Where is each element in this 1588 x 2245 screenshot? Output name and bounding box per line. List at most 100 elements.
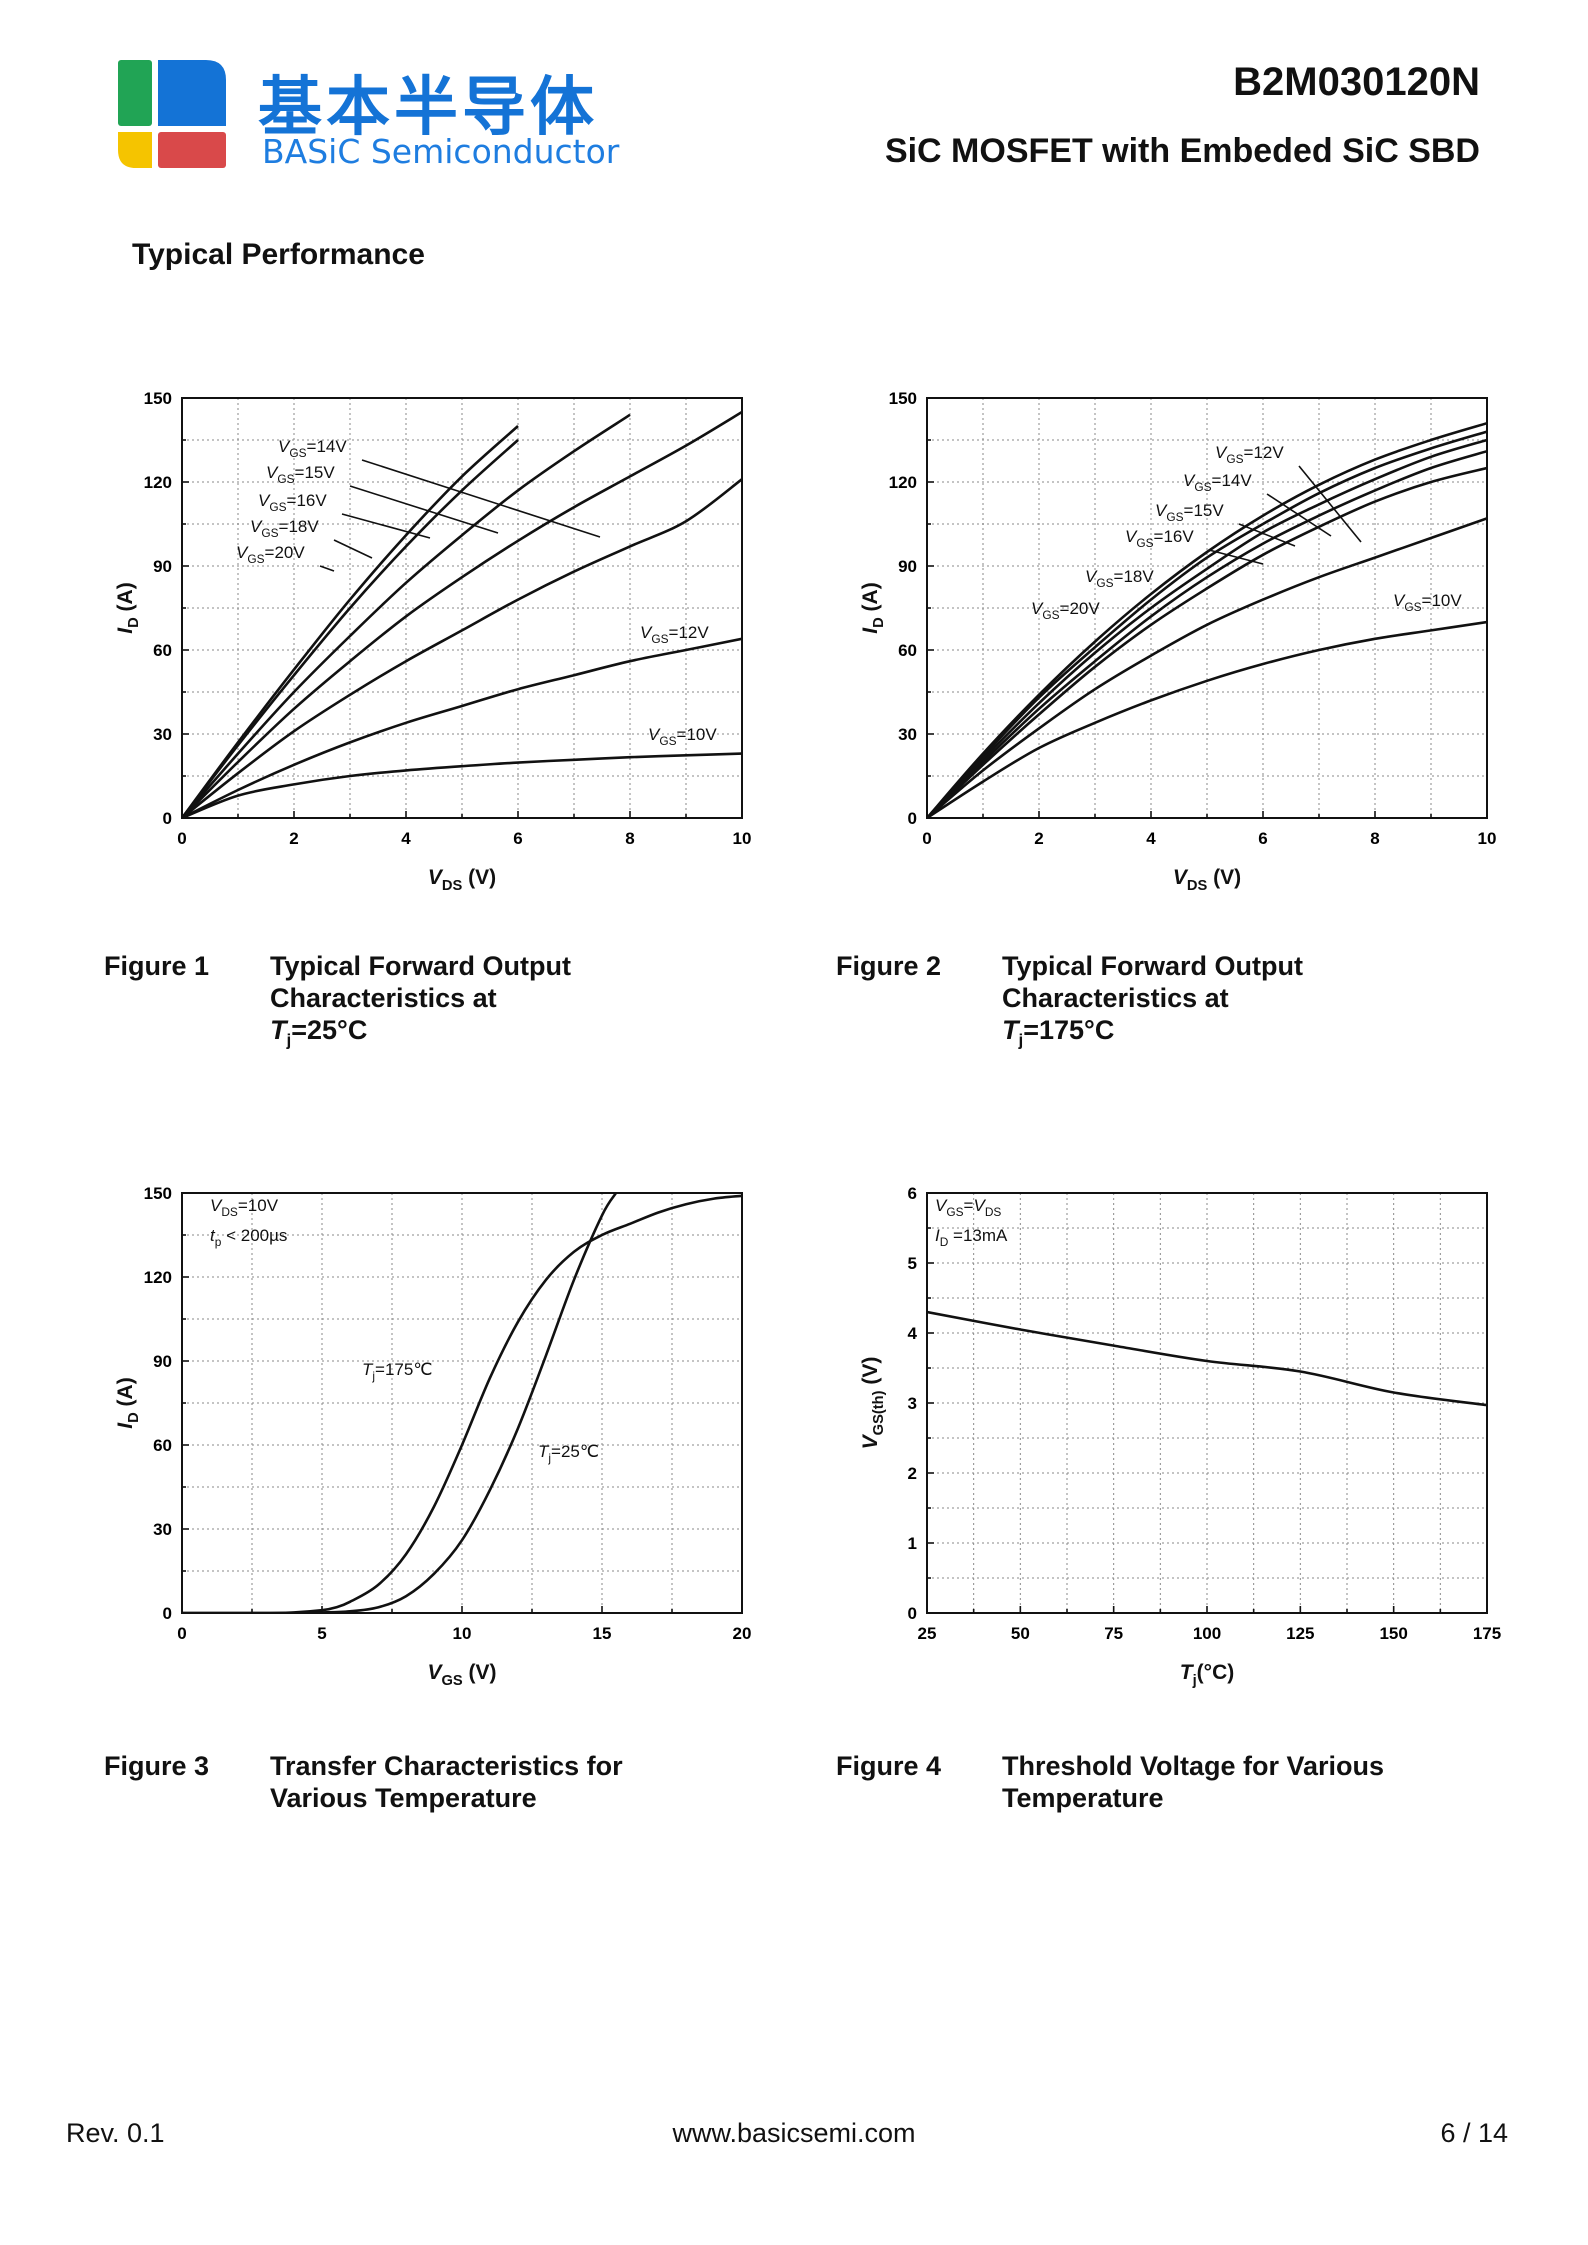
chart-annotation: ID​ =13mA: [935, 1226, 1008, 1249]
chart-annotation: VGS​=10V: [648, 725, 717, 748]
y-tick-label: 30: [898, 725, 917, 744]
figure-2-chart: 0 2 4 6 8 10 0 30 60 90 120 150 VDS​ (V) ID​ (A) VGS​=…: [855, 380, 1585, 940]
y-tick-label: 120: [144, 473, 172, 492]
part-number: B2M030120N: [1233, 60, 1480, 104]
annotation-leader-line: [319, 565, 335, 572]
logo-block-blue: [158, 60, 226, 126]
series-line: [182, 1193, 618, 1613]
x-tick-label: 175: [1473, 1624, 1501, 1643]
y-axis-label: ID​ (A): [114, 582, 142, 633]
figure-number: Figure 2: [836, 951, 942, 981]
series-line: [927, 620, 1487, 818]
series-line: [182, 425, 519, 818]
x-axis-label: VDS​ (V): [1173, 866, 1241, 894]
chart-annotation: VGS​=12V: [640, 623, 709, 646]
x-tick-label: 150: [1379, 1624, 1407, 1643]
x-axis-label: VDS​ (V): [428, 866, 496, 894]
logo-mark: [118, 60, 226, 168]
series-line: [182, 478, 742, 818]
y-tick-label: 0: [908, 1604, 917, 1623]
chart-annotation: VGS​=14V: [278, 437, 347, 460]
logo-block-yellow: [118, 132, 152, 168]
chart-annotation: Tj​=175℃: [362, 1360, 432, 1383]
series-line: [927, 1310, 1487, 1407]
y-tick-label: 0: [163, 1604, 172, 1623]
chart-annotation: VGS​=20V: [1031, 599, 1100, 622]
caption-temp-line: Tj=25°C: [270, 1015, 368, 1050]
caption-line: Characteristics at: [1002, 983, 1229, 1013]
y-axis-label: VGS(th)​ (V): [859, 1357, 887, 1450]
x-tick-label: 0: [177, 829, 186, 848]
y-tick-label: 3: [908, 1394, 917, 1413]
figure-number: Figure 4: [836, 1751, 942, 1781]
y-tick-label: 6: [908, 1184, 917, 1203]
y-tick-label: 150: [144, 389, 172, 408]
x-tick-label: 25: [918, 1624, 937, 1643]
section-title: Typical Performance: [132, 238, 425, 271]
chart-annotation: Tj​=25℃: [538, 1442, 599, 1465]
x-tick-label: 50: [1011, 1624, 1030, 1643]
logo-block-red: [158, 132, 226, 168]
x-tick-label: 8: [625, 829, 634, 848]
figure-3-chart: 0 5 10 15 20 0 30 60 90 120 150 VGS​ (V) ID​ (A) VDS​…: [110, 1175, 840, 1735]
figure-1-svg: 0 2 4 6 8 10 0 30 60 90 120 150 VDS​ (V) ID​ (A) VGS​=…: [114, 389, 752, 894]
x-axis-label: Tj​(°C): [1180, 1661, 1234, 1689]
x-tick-label: 4: [401, 829, 411, 848]
y-tick-label: 5: [908, 1254, 917, 1273]
y-tick-label: 150: [889, 389, 917, 408]
y-tick-label: 90: [898, 557, 917, 576]
annotation-leader-line: [1298, 465, 1362, 543]
y-tick-label: 60: [898, 641, 917, 660]
caption-temp-line: Tj=175°C: [1002, 1015, 1115, 1050]
y-axis-label: ID​ (A): [114, 1377, 142, 1428]
y-tick-label: 90: [153, 557, 172, 576]
x-tick-label: 10: [1478, 829, 1497, 848]
series-line: [182, 752, 742, 818]
series-line: [927, 517, 1487, 818]
logo-chinese-name: 基本半导体: [258, 71, 598, 145]
x-tick-label: 10: [733, 829, 752, 848]
x-tick-label: 5: [317, 1624, 326, 1643]
figure-4-svg: 25 50 75 100 125 150 175 0 1 2 3 4 5 6 Tj​(°C) VGS(th)​…: [859, 1184, 1501, 1689]
series-line: [927, 438, 1487, 818]
caption-line: Typical Forward Output: [270, 951, 572, 981]
y-tick-label: 1: [908, 1534, 917, 1553]
series-line: [927, 466, 1487, 818]
caption-line: Transfer Characteristics for: [270, 1751, 623, 1781]
x-axis-label: VGS​ (V): [427, 1661, 496, 1689]
chart-annotation: VGS​=VDS​: [935, 1196, 1001, 1219]
y-tick-label: 60: [153, 641, 172, 660]
chart-annotation: VGS​=20V: [236, 543, 305, 566]
x-tick-label: 125: [1286, 1624, 1314, 1643]
x-tick-label: 15: [593, 1624, 612, 1643]
annotation-leader-line: [361, 459, 601, 538]
y-tick-label: 120: [889, 473, 917, 492]
chart-annotation: VDS​=10V: [210, 1196, 279, 1219]
logo-english-name: BASiC Semiconductor: [262, 132, 620, 171]
annotation-leader-line: [333, 539, 373, 559]
chart-annotation: VGS​=14V: [1183, 471, 1252, 494]
caption-line: Characteristics at: [270, 983, 497, 1013]
chart-annotation: VGS​=16V: [1125, 527, 1194, 550]
part-description: SiC MOSFET with Embeded SiC SBD: [884, 132, 1480, 170]
y-tick-label: 120: [144, 1268, 172, 1287]
x-tick-label: 2: [1034, 829, 1043, 848]
annotation-leader-line: [1238, 523, 1296, 547]
caption-line: Temperature: [1002, 1783, 1164, 1813]
y-tick-label: 4: [908, 1324, 918, 1343]
figure-2-svg: 0 2 4 6 8 10 0 30 60 90 120 150 VDS​ (V) ID​ (A) VGS​=…: [859, 389, 1497, 894]
caption-temp: =175°C: [1023, 1015, 1115, 1045]
footer-page-number: 6 / 14: [1440, 2118, 1508, 2148]
annotation-leader-line: [1266, 493, 1332, 537]
x-tick-label: 0: [922, 829, 931, 848]
logo-block-green: [118, 60, 152, 126]
chart-annotation: VGS​=15V: [1155, 501, 1224, 524]
plot-frame: [926, 1192, 1488, 1614]
x-tick-label: 4: [1146, 829, 1156, 848]
annotation-leader-line: [1208, 549, 1264, 565]
chart-annotation: VGS​=18V: [1085, 567, 1154, 590]
series-line: [182, 413, 631, 818]
plot-frame: [926, 397, 1488, 819]
chart-annotation: VGS​=18V: [250, 517, 319, 540]
x-tick-label: 75: [1104, 1624, 1123, 1643]
